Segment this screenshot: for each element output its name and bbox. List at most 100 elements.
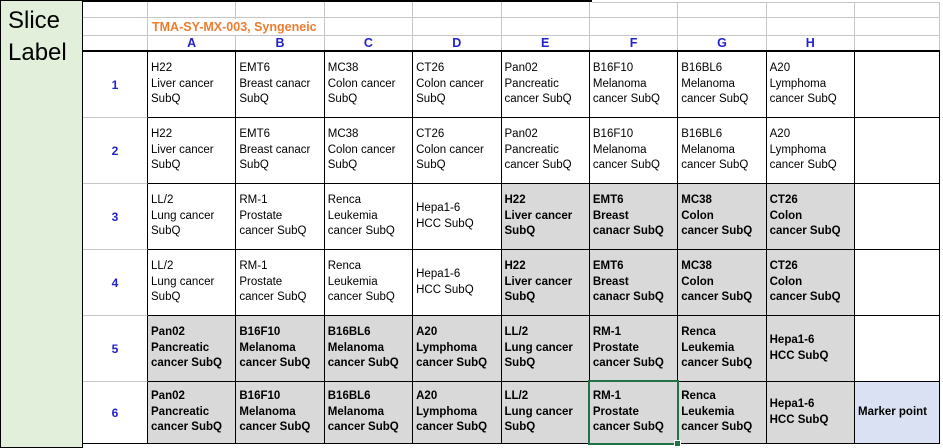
grid-cell[interactable]: B16BL6 Melanoma cancer SubQ bbox=[678, 118, 767, 184]
grid-cell[interactable]: LL/2 Lung cancer SubQ bbox=[501, 382, 590, 444]
column-header[interactable]: D bbox=[413, 36, 502, 50]
grid-cell[interactable]: MC38 Colon cancer SubQ bbox=[324, 118, 414, 184]
grid-cell[interactable]: Renca Leukemia cancer SubQ bbox=[324, 184, 414, 250]
grid-cell[interactable]: RM-1 Prostate cancer SubQ bbox=[236, 184, 325, 250]
row-header[interactable]: 3 bbox=[83, 184, 148, 250]
grid-cell[interactable]: Hepa1-6 HCC SubQ bbox=[413, 250, 502, 316]
grid-cell[interactable]: Pan02 Pancreatic cancer SubQ bbox=[148, 382, 237, 444]
grid-cell[interactable]: MC38 Colon cancer SubQ bbox=[678, 250, 767, 316]
grid-cell[interactable]: B16F10 Melanoma cancer SubQ bbox=[589, 52, 679, 118]
grid-cell[interactable] bbox=[502, 18, 590, 35]
grid-cell[interactable]: CT26 Colon cancer SubQ bbox=[413, 118, 502, 184]
grid-cell[interactable] bbox=[413, 18, 502, 35]
grid-cell[interactable]: A20 Lymphoma cancer SubQ bbox=[766, 118, 855, 184]
column-header[interactable]: F bbox=[590, 36, 679, 50]
grid-cell[interactable]: LL/2 Lung cancer SubQ bbox=[501, 316, 590, 382]
grid-cell[interactable]: LL/2 Lung cancer SubQ bbox=[148, 250, 237, 316]
grid-cell[interactable]: RM-1 Prostate cancer SubQ bbox=[589, 316, 679, 382]
grid-cell[interactable] bbox=[590, 2, 679, 17]
grid-cell[interactable] bbox=[325, 2, 414, 17]
grid-cell[interactable]: LL/2 Lung cancer SubQ bbox=[148, 184, 237, 250]
grid-cell[interactable] bbox=[767, 2, 855, 17]
cell-text: B16BL6 Melanoma cancer SubQ bbox=[681, 128, 749, 172]
grid-cell[interactable]: B16BL6 Melanoma cancer SubQ bbox=[324, 316, 414, 382]
column-header[interactable]: G bbox=[678, 36, 767, 50]
cell-text: B16F10 Melanoma cancer SubQ bbox=[592, 128, 660, 172]
grid-cell[interactable] bbox=[855, 52, 940, 118]
grid-cell[interactable]: EMT6 Breast canacr SubQ bbox=[236, 118, 325, 184]
grid-cell[interactable] bbox=[855, 250, 940, 316]
grid-cell[interactable] bbox=[855, 18, 940, 35]
grid-cell[interactable]: Hepa1-6 HCC SubQ bbox=[766, 382, 855, 444]
marker-point-cell[interactable]: Marker point bbox=[855, 382, 940, 444]
selected-cell[interactable]: RM-1 Prostate cancer SubQ bbox=[589, 382, 679, 444]
sheet-row: 6 Pan02 Pancreatic cancer SubQ B16F10 Mela… bbox=[83, 382, 940, 444]
grid-cell[interactable] bbox=[855, 316, 940, 382]
grid-cell[interactable]: B16F10 Melanoma cancer SubQ bbox=[589, 118, 679, 184]
row-header-spacer bbox=[83, 2, 148, 17]
column-header[interactable]: A bbox=[148, 36, 237, 50]
grid-cell[interactable] bbox=[236, 2, 325, 17]
grid-cell[interactable]: CT26 Colon cancer SubQ bbox=[413, 52, 502, 118]
row-header[interactable]: 6 bbox=[83, 382, 148, 444]
cell-text: A20 Lymphoma cancer SubQ bbox=[769, 128, 837, 172]
grid-cell[interactable]: B16F10 Melanoma cancer SubQ bbox=[236, 382, 325, 444]
grid-cell[interactable]: Pan02 Pancreatic cancer SubQ bbox=[501, 118, 590, 184]
grid-cell[interactable]: RM-1 Prostate cancer SubQ bbox=[236, 250, 325, 316]
grid-cell[interactable]: Pan02 Pancreatic cancer SubQ bbox=[148, 316, 237, 382]
grid-cell[interactable]: B16F10 Melanoma cancer SubQ bbox=[236, 316, 325, 382]
sheet-title[interactable]: TMA-SY-MX-003, Syngeneic bbox=[152, 19, 321, 35]
grid-cell[interactable]: Renca Leukemia cancer SubQ bbox=[678, 316, 767, 382]
grid-cell[interactable]: A20 Lymphoma cancer SubQ bbox=[413, 316, 502, 382]
grid-cell[interactable] bbox=[678, 18, 767, 35]
grid-cell[interactable]: H22 Liver cancer SubQ bbox=[148, 118, 237, 184]
grid-cell[interactable]: B16BL6 Melanoma cancer SubQ bbox=[678, 52, 767, 118]
cell-text: B16BL6 Melanoma cancer SubQ bbox=[681, 62, 749, 106]
grid-cell[interactable] bbox=[855, 2, 940, 17]
grid-cell[interactable]: EMT6 Breast canacr SubQ bbox=[589, 250, 679, 316]
grid-cell[interactable] bbox=[502, 2, 590, 17]
grid-cell[interactable]: H22 Liver cancer SubQ bbox=[501, 184, 590, 250]
sheet-row: 1 H22 Liver cancer SubQ EMT6 Breast canacr… bbox=[83, 52, 940, 118]
grid-cell[interactable]: Renca Leukemia cancer SubQ bbox=[678, 382, 767, 444]
grid-cell[interactable]: Pan02 Pancreatic cancer SubQ bbox=[501, 52, 590, 118]
grid-cell[interactable] bbox=[148, 2, 237, 17]
grid-cell[interactable] bbox=[855, 118, 940, 184]
grid-cell[interactable] bbox=[855, 184, 940, 250]
grid-cell[interactable] bbox=[236, 18, 325, 35]
cell-text: Renca Leukemia cancer SubQ bbox=[327, 260, 395, 304]
grid-cell[interactable]: MC38 Colon cancer SubQ bbox=[324, 52, 414, 118]
grid-cell[interactable]: CT26 Colon cancer SubQ bbox=[766, 250, 855, 316]
row-header[interactable]: 5 bbox=[83, 316, 148, 382]
grid-cell[interactable]: B16BL6 Melanoma cancer SubQ bbox=[324, 382, 414, 444]
grid-cell[interactable] bbox=[325, 18, 414, 35]
grid-cell[interactable]: H22 Liver cancer SubQ bbox=[148, 52, 237, 118]
slice-label-cell[interactable]: Slice Label bbox=[0, 0, 83, 448]
row-header[interactable]: 1 bbox=[83, 52, 148, 118]
sheet-row: 5 Pan02 Pancreatic cancer SubQ B16F10 Mela… bbox=[83, 316, 940, 382]
cell-text: Pan02 Pancreatic cancer SubQ bbox=[151, 326, 222, 370]
grid-cell[interactable]: A20 Lymphoma cancer SubQ bbox=[413, 382, 502, 444]
grid-cell[interactable]: A20 Lymphoma cancer SubQ bbox=[766, 52, 855, 118]
grid-cell[interactable]: MC38 Colon cancer SubQ bbox=[678, 184, 767, 250]
grid-cell[interactable] bbox=[678, 2, 767, 17]
cell-text: B16F10 Melanoma cancer SubQ bbox=[239, 390, 311, 434]
row-header[interactable]: 4 bbox=[83, 250, 148, 316]
grid-cell[interactable]: Hepa1-6 HCC SubQ bbox=[413, 184, 502, 250]
grid-cell[interactable]: Hepa1-6 HCC SubQ bbox=[766, 316, 855, 382]
grid-cell[interactable]: Renca Leukemia cancer SubQ bbox=[324, 250, 414, 316]
column-header[interactable]: H bbox=[767, 36, 855, 50]
grid-cell[interactable]: EMT6 Breast canacr SubQ bbox=[589, 184, 679, 250]
grid-cell[interactable] bbox=[590, 18, 679, 35]
grid-cell[interactable]: EMT6 Breast canacr SubQ bbox=[236, 52, 325, 118]
grid-cell[interactable]: H22 Liver cancer SubQ bbox=[501, 250, 590, 316]
grid-cell[interactable] bbox=[767, 18, 855, 35]
column-header[interactable]: B bbox=[236, 36, 325, 50]
column-header[interactable]: E bbox=[502, 36, 590, 50]
grid-cell[interactable] bbox=[413, 2, 502, 17]
cell-text: Marker point bbox=[858, 405, 928, 418]
column-header[interactable]: C bbox=[325, 36, 414, 50]
row-header[interactable]: 2 bbox=[83, 118, 148, 184]
grid-cell[interactable]: CT26 Colon cancer SubQ bbox=[766, 184, 855, 250]
